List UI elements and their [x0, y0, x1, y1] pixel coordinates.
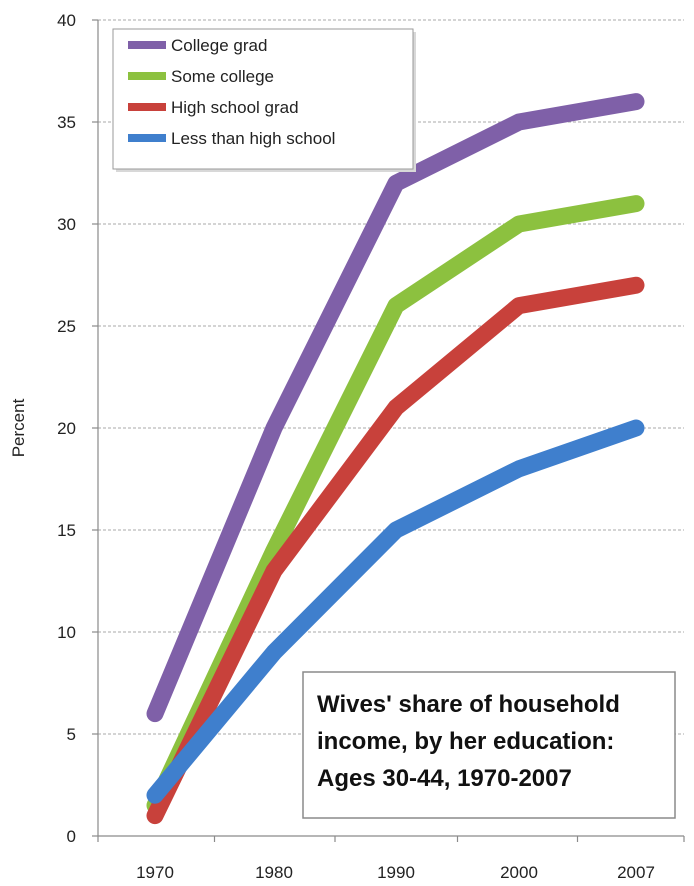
- y-tick-label: 10: [57, 623, 76, 642]
- x-tick-label: 1980: [255, 863, 293, 882]
- x-tick-label: 2007: [617, 863, 655, 882]
- legend-label: High school grad: [171, 98, 299, 117]
- legend-label: Less than high school: [171, 129, 335, 148]
- legend-label: College grad: [171, 36, 267, 55]
- chart-title-box: Wives' share of household income, by her …: [302, 671, 676, 819]
- y-tick-label: 20: [57, 419, 76, 438]
- chart-title-line: Wives' share of household: [317, 691, 620, 718]
- x-tick-label: 1990: [377, 863, 415, 882]
- y-tick-label: 40: [57, 11, 76, 30]
- y-axis-title: Percent: [9, 398, 28, 457]
- y-tick-label: 35: [57, 113, 76, 132]
- y-tick-label: 0: [67, 827, 76, 846]
- chart-title-line: income, by her education:: [317, 728, 614, 755]
- legend-box: [112, 28, 414, 170]
- legend: College grad Some college High school grad…: [112, 28, 416, 172]
- series-lines: [146, 93, 645, 825]
- x-tick-label: 1970: [136, 863, 174, 882]
- y-tick-label: 30: [57, 215, 76, 234]
- x-tick-label: 2000: [500, 863, 538, 882]
- chart-title-line: Ages 30-44, 1970-2007: [317, 765, 572, 792]
- legend-label: Some college: [171, 67, 274, 86]
- y-tick-label: 15: [57, 521, 76, 540]
- title-box: [302, 671, 676, 819]
- y-tick-label: 5: [67, 725, 76, 744]
- axes: 0 5 10 15 20 25 30 35 40 1970 1980 1990 2000 2007 Perc…: [9, 11, 685, 882]
- y-tick-label: 25: [57, 317, 76, 336]
